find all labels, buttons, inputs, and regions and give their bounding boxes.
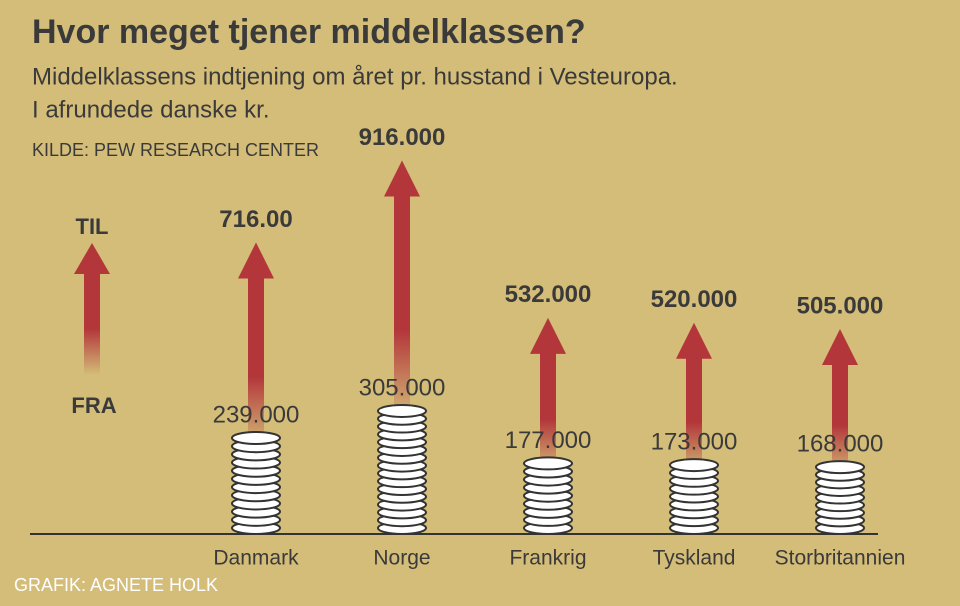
- value-label: 177.000: [505, 427, 592, 454]
- coin-stack: [231, 431, 281, 535]
- legend-label: FRA: [71, 393, 116, 418]
- subtitle: Middelklassens indtjening om året pr. hu…: [32, 63, 678, 90]
- value-label: 239.000: [213, 401, 300, 428]
- value-label: 505.000: [797, 292, 884, 319]
- coin: [815, 460, 865, 475]
- arrow: [822, 328, 858, 478]
- x-tick-label: Norge: [373, 547, 430, 570]
- arrow: [530, 317, 566, 474]
- coin-stack: [523, 456, 573, 535]
- legend: TIL FRA: [71, 214, 116, 418]
- coin: [231, 431, 281, 446]
- value-label: 520.000: [651, 286, 738, 313]
- value-label: 532.000: [505, 281, 592, 308]
- value-label: 716.00: [219, 206, 292, 233]
- value-label: 168.000: [797, 430, 884, 457]
- source: KILDE: PEW RESEARCH CENTER: [32, 140, 319, 160]
- legend-label: TIL: [76, 214, 109, 239]
- arrow: [238, 242, 274, 449]
- coin-stack: [377, 403, 427, 535]
- arrow: [384, 160, 420, 421]
- x-tick-label: Frankrig: [509, 547, 586, 570]
- value-label: 916.000: [359, 124, 446, 151]
- value-label: 173.000: [651, 428, 738, 455]
- x-tick-label: Storbritannien: [775, 547, 906, 570]
- coin: [523, 456, 573, 471]
- subtitle: I afrundede danske kr.: [32, 96, 270, 123]
- coin-stack: [669, 458, 719, 535]
- coin-stack: [815, 460, 865, 535]
- coin: [669, 458, 719, 473]
- chart-title: Hvor meget tjener middelklassen?: [32, 13, 586, 51]
- legend-arrow: [74, 243, 110, 375]
- coin: [377, 403, 427, 418]
- value-label: 305.000: [359, 374, 446, 401]
- x-tick-label: Tyskland: [653, 547, 736, 570]
- arrow: [676, 322, 712, 476]
- x-tick-label: Danmark: [213, 547, 299, 570]
- credit: GRAFIK: AGNETE HOLK: [14, 575, 218, 595]
